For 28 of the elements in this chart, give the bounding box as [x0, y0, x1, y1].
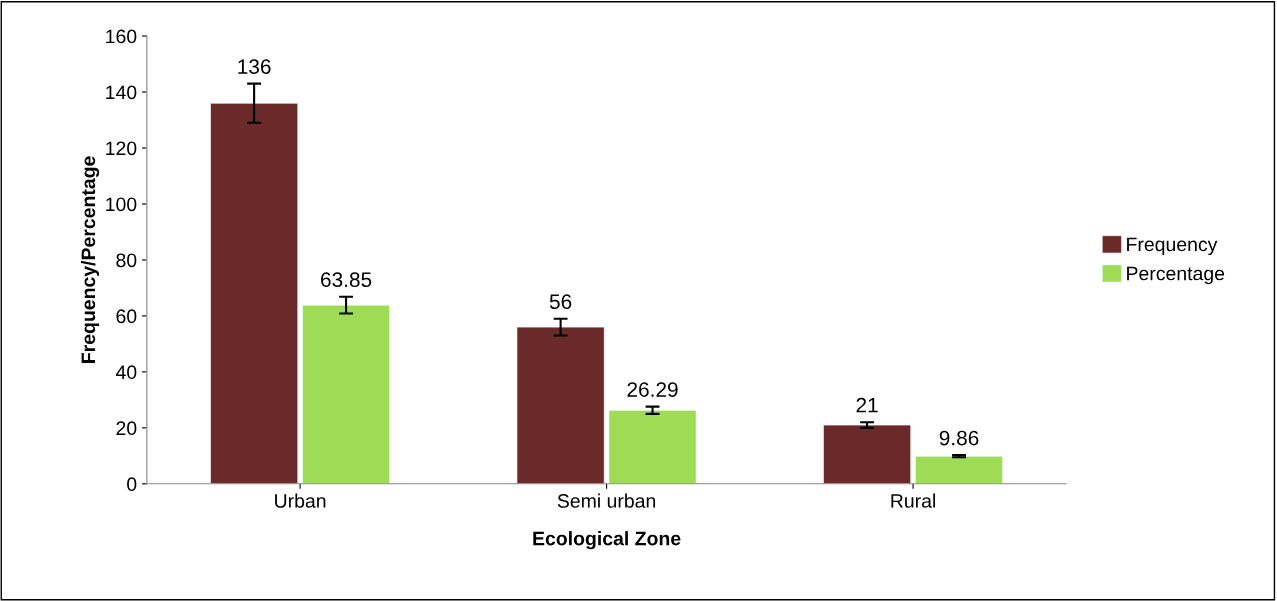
bar — [915, 455, 1004, 484]
bar — [608, 409, 697, 484]
y-tick-label: 100 — [106, 197, 137, 212]
data-label: 21 — [856, 397, 878, 413]
y-tick-label: 120 — [106, 141, 137, 156]
bar — [210, 102, 299, 484]
data-label: 136 — [238, 59, 271, 74]
y-tick-label: 40 — [115, 365, 137, 380]
x-tick-label: Urban — [275, 493, 326, 508]
x-axis-title: Ecological Zone — [533, 531, 681, 550]
legend-label: Percentage — [1127, 266, 1225, 285]
bar — [823, 424, 912, 484]
y-tick-label: 60 — [116, 309, 137, 324]
data-label: 26.29 — [627, 382, 678, 397]
y-tick-label: 160 — [106, 29, 137, 44]
data-label: 56 — [549, 294, 572, 310]
bar — [302, 304, 391, 484]
x-tick-label: Semi urban — [557, 493, 656, 508]
bar — [516, 326, 605, 484]
x-tick-label: Rural — [891, 493, 935, 508]
legend-label: Frequency — [1127, 237, 1218, 256]
y-tick-label: 140 — [106, 85, 137, 100]
y-tick-label: 0 — [127, 477, 137, 492]
y-axis-title: Frequency/Percentage — [80, 156, 100, 363]
y-tick-label: 80 — [116, 253, 137, 268]
y-tick-label: 20 — [116, 421, 137, 436]
data-label: 63.85 — [321, 272, 372, 288]
data-label: 9.86 — [939, 430, 979, 446]
